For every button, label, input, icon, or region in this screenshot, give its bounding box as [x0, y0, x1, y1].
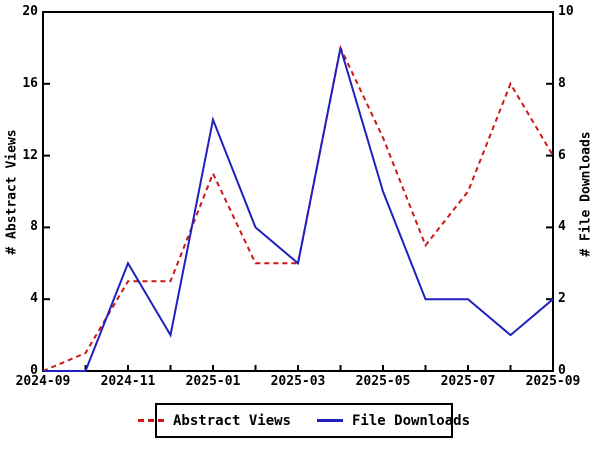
x-axis-tick-label: 2025-09 [525, 374, 581, 389]
x-axis-tick-label: 2024-11 [100, 374, 156, 389]
abstract-views-line [42, 44, 554, 372]
left-axis-tick-label: 4 [30, 291, 38, 307]
plot-frame [42, 11, 554, 372]
right-axis-title: # File Downloads [578, 131, 594, 257]
left-axis-tick-label: 20 [22, 4, 38, 19]
x-axis-tick-label: 2025-05 [355, 374, 411, 389]
file-downloads-line [43, 47, 554, 372]
right-axis-tick-label: 8 [558, 75, 566, 91]
right-axis-tick-label: 2 [558, 291, 566, 307]
left-axis-tick-label: 16 [22, 75, 38, 91]
x-axis-tick-label: 2025-07 [440, 374, 496, 389]
left-axis-tick-label: 12 [22, 147, 38, 163]
file-downloads-solid-line-swatch [317, 419, 343, 422]
legend-label-file-downloads: File Downloads [352, 412, 471, 429]
x-axis-tick-label: 2025-01 [185, 374, 241, 389]
right-axis-tick-label: 0 [558, 363, 566, 378]
right-axis-tick-label: 6 [558, 147, 566, 163]
legend-label-abstract-views: Abstract Views [172, 412, 291, 429]
legend-entry-file-downloads: File Downloads [317, 414, 470, 428]
x-axis-tick-label: 2024-09 [15, 374, 71, 389]
abstract-views-dashed-line-swatch [137, 419, 164, 422]
left-axis-tick-label: 8 [30, 219, 38, 235]
legend-entry-abstract-views: Abstract Views [137, 412, 291, 429]
legend: Abstract Views File Downloads [137, 403, 470, 438]
x-axis-tick-label: 2025-03 [270, 374, 326, 389]
right-axis-tick-label: 10 [558, 4, 574, 19]
right-axis-tick-label: 4 [558, 219, 566, 235]
left-axis-tick-label: 0 [30, 363, 38, 378]
